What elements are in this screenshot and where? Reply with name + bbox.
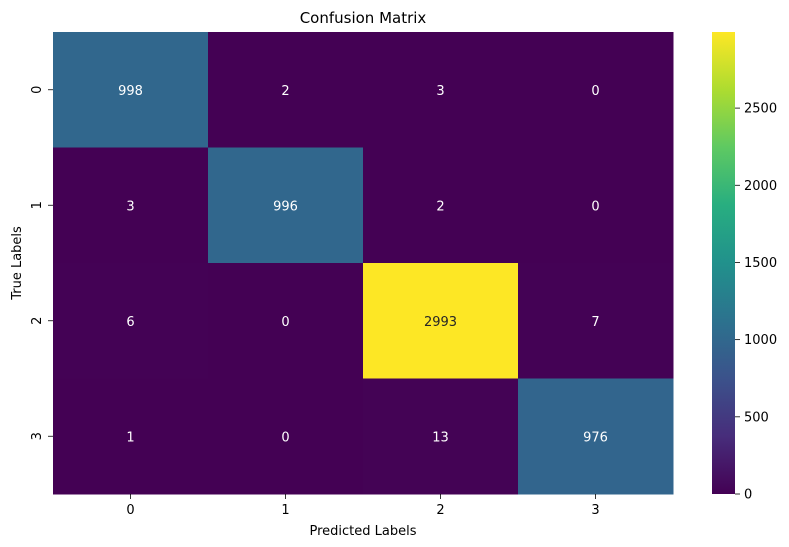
y-axis-label: True Labels <box>10 226 25 301</box>
heatmap-cell-r1-c2 <box>363 147 519 264</box>
heatmap-cell-r1-c1 <box>208 147 364 264</box>
cell-annotation-r0-c3: 0 <box>591 84 599 99</box>
y-tick-label-2: 2 <box>30 317 45 325</box>
cell-annotation-r3-c2: 13 <box>432 430 449 445</box>
y-tick-label-3: 3 <box>30 432 45 440</box>
heatmap-cell-r0-c2 <box>363 32 519 148</box>
heatmap-cells <box>53 32 674 495</box>
cell-annotation-r2-c0: 6 <box>126 315 134 330</box>
cell-annotations: 998 2 3 03 996 2 06 0 2993 71 0 13 976 <box>118 84 608 446</box>
colorbar <box>712 32 735 494</box>
heatmap-cell-r3-c1 <box>208 378 364 495</box>
cell-annotation-r1-c0: 3 <box>126 199 134 214</box>
heatmap-cell-r3-c0 <box>53 378 209 495</box>
x-tick-label-0: 0 <box>126 503 134 518</box>
colorbar-tick-label-5: 2500 <box>744 102 777 117</box>
cell-annotation-r0-c2: 3 <box>436 84 444 99</box>
y-tick-label-0: 0 <box>30 86 45 94</box>
cell-annotation-r2-c3: 7 <box>591 315 599 330</box>
heatmap-cell-r2-c3 <box>518 263 674 379</box>
cell-annotation-r1-c2: 2 <box>436 199 444 214</box>
x-tick-label-3: 3 <box>591 503 599 518</box>
y-tick-label-1: 1 <box>30 201 45 209</box>
heatmap-cell-r0-c0 <box>53 32 209 148</box>
x-axis-label: Predicted Labels <box>309 524 416 539</box>
cell-annotation-r3-c0: 1 <box>126 430 134 445</box>
heatmap-cell-r2-c2 <box>363 263 519 379</box>
colorbar-tick-label-3: 1500 <box>744 256 777 271</box>
x-axis-ticks: 0 1 2 3 <box>126 494 600 518</box>
heatmap-cell-r1-c0 <box>53 147 209 264</box>
colorbar-tick-label-2: 1000 <box>744 333 777 348</box>
heatmap-cell-r3-c2 <box>363 378 519 495</box>
cell-annotation-r0-c0: 998 <box>118 84 143 99</box>
cell-annotation-r3-c3: 976 <box>583 430 608 445</box>
heatmap-cell-r0-c3 <box>518 32 674 148</box>
heatmap-cell-r2-c1 <box>208 263 364 379</box>
cell-annotation-r2-c2: 2993 <box>424 315 457 330</box>
cell-annotation-r2-c1: 0 <box>281 315 289 330</box>
heatmap-cell-r1-c3 <box>518 147 674 264</box>
colorbar-tick-label-0: 0 <box>744 488 752 503</box>
cell-annotation-r3-c1: 0 <box>281 430 289 445</box>
cell-annotation-r1-c1: 996 <box>273 199 298 214</box>
heatmap-cell-r3-c3 <box>518 378 674 495</box>
heatmap-cell-r2-c0 <box>53 263 209 379</box>
colorbar-tick-label-1: 500 <box>744 410 769 425</box>
chart-title: Confusion Matrix <box>300 9 427 27</box>
x-tick-label-2: 2 <box>436 503 444 518</box>
y-axis-ticks: 0 1 2 3 <box>30 86 53 440</box>
colorbar-ticks: 0 500 1000 1500 2000 2500 <box>735 102 777 503</box>
x-tick-label-1: 1 <box>281 503 289 518</box>
colorbar-tick-label-4: 2000 <box>744 179 777 194</box>
cell-annotation-r0-c1: 2 <box>281 84 289 99</box>
heatmap-cell-r0-c1 <box>208 32 364 148</box>
cell-annotation-r1-c3: 0 <box>591 199 599 214</box>
